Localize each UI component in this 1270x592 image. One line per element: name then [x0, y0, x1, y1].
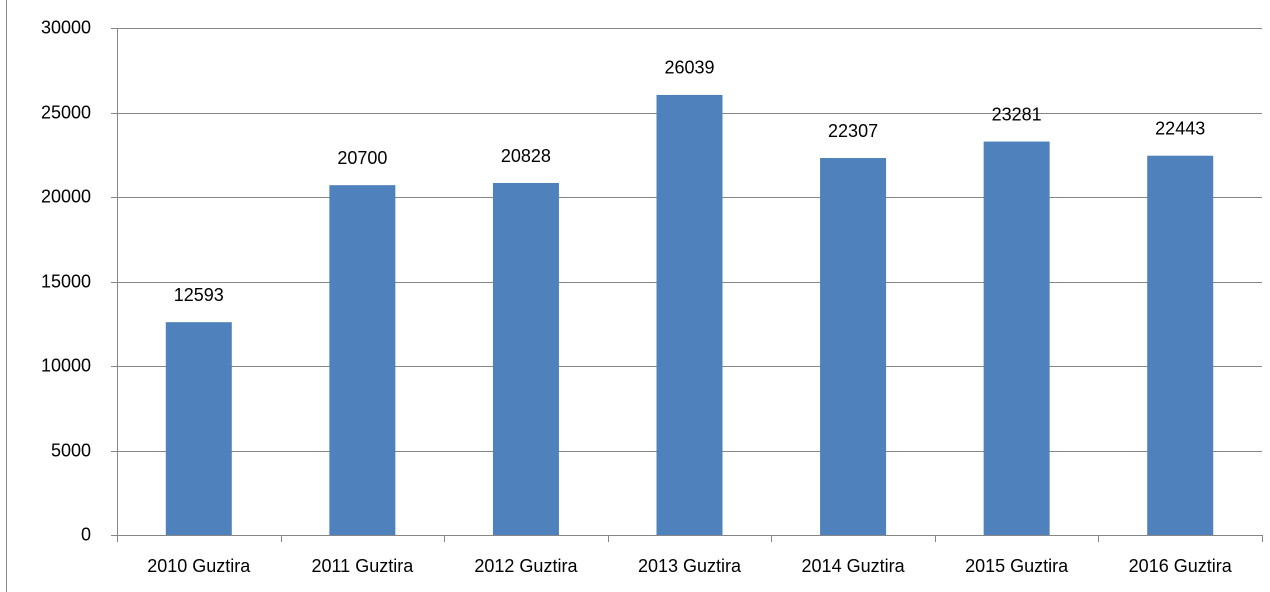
data-label: 26039 [664, 58, 714, 78]
y-tick-label: 30000 [41, 17, 91, 37]
bar [1147, 155, 1214, 535]
y-tick-label: 0 [81, 524, 91, 544]
data-label: 20828 [501, 146, 551, 166]
data-label: 22443 [1155, 118, 1205, 138]
data-label: 20700 [337, 148, 387, 168]
data-label: 22307 [828, 121, 878, 141]
y-tick-label: 10000 [41, 355, 91, 375]
y-tick-label: 25000 [41, 102, 91, 122]
data-label: 12593 [174, 285, 224, 305]
bar [165, 322, 232, 535]
y-tick-label: 15000 [41, 271, 91, 291]
y-tick-label: 5000 [51, 440, 91, 460]
x-tick-label: 2016 Guztira [1129, 556, 1233, 576]
x-tick-label: 2012 Guztira [474, 556, 578, 576]
bar [820, 158, 887, 535]
bar [329, 185, 396, 536]
bar [983, 141, 1050, 536]
x-tick-label: 2013 Guztira [638, 556, 742, 576]
y-tick-label: 20000 [41, 186, 91, 206]
x-tick-label: 2010 Guztira [147, 556, 251, 576]
bar [656, 94, 723, 535]
bar [492, 183, 559, 535]
data-label: 23281 [992, 104, 1042, 124]
x-tick-label: 2014 Guztira [802, 556, 906, 576]
x-tick-label: 2011 Guztira [311, 556, 414, 576]
x-tick-label: 2015 Guztira [965, 556, 1069, 576]
